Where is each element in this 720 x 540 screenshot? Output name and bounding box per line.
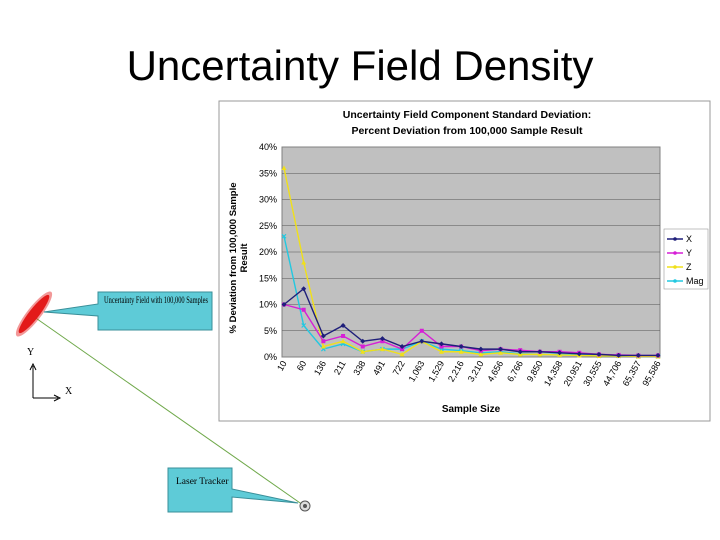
chart-title-line-1: Uncertainty Field Component Standard Dev…	[343, 109, 592, 121]
data-point	[281, 165, 287, 170]
data-point	[635, 352, 641, 358]
axis-x-label: X	[65, 386, 73, 397]
data-point	[360, 344, 365, 349]
data-point	[438, 341, 444, 347]
data-point	[438, 349, 444, 354]
series-line	[283, 287, 658, 357]
legend-label: X	[686, 234, 692, 244]
data-point	[340, 338, 346, 344]
y-tick-label: 15%	[259, 273, 277, 283]
legend-marker	[673, 279, 677, 283]
data-point	[320, 344, 326, 349]
data-point	[498, 346, 504, 352]
axis-indicator	[29, 362, 62, 402]
legend-item-z: Z	[667, 262, 692, 272]
y-tick-label: 10%	[259, 300, 277, 310]
y-tick-label: 35%	[259, 168, 277, 178]
data-point	[419, 328, 424, 333]
data-point	[341, 334, 346, 338]
slide-title: Uncertainty Field Density	[126, 42, 594, 89]
y-tick-label: 0%	[264, 352, 277, 362]
legend-item-x: X	[667, 234, 692, 244]
y-tick-label: 20%	[259, 247, 277, 257]
y-tick-label: 5%	[264, 326, 277, 336]
legend-item-y: Y	[667, 248, 692, 258]
callout-uncertainty-field: Uncertainty Field with 100,000 Samples	[43, 291, 213, 331]
data-point	[360, 349, 366, 354]
uncertainty-field-cloud	[15, 291, 53, 337]
y-tick-label: 40%	[259, 142, 277, 152]
data-point	[301, 323, 307, 328]
y-axis-title-line-2: Result	[239, 243, 250, 273]
data-point	[616, 352, 622, 358]
data-point	[340, 323, 346, 328]
axis-y-label: Y	[27, 347, 34, 358]
chart-legend: XYZ Mag	[663, 228, 709, 290]
data-point	[301, 286, 307, 292]
series-x	[281, 286, 661, 358]
data-point	[537, 349, 543, 355]
data-point	[655, 352, 661, 358]
x-axis-title: Sample Size	[442, 404, 501, 415]
series-line	[283, 167, 658, 358]
legend-marker	[673, 237, 677, 241]
data-point	[320, 333, 326, 339]
data-point	[379, 336, 385, 342]
y-axis-title-line-1: % Deviation from 100,000 Sample	[228, 182, 239, 333]
data-point	[281, 233, 287, 239]
data-point	[517, 349, 523, 355]
svg-text:Uncertainty Field with 100,000: Uncertainty Field with 100,000 Samples	[104, 296, 208, 306]
legend-item-mag: Mag	[667, 276, 704, 286]
data-point	[596, 351, 602, 357]
data-point	[360, 338, 366, 344]
x-tick-label: 60	[295, 359, 309, 373]
legend-marker	[673, 265, 677, 269]
legend-marker	[673, 251, 677, 255]
data-point	[419, 338, 425, 344]
data-point	[301, 260, 307, 265]
data-point	[576, 351, 582, 357]
data-point	[380, 339, 385, 344]
callout-laser-tracker: Laser Tracker	[167, 467, 299, 513]
line-of-sight	[29, 313, 304, 506]
data-point	[478, 346, 484, 352]
data-point	[458, 349, 464, 354]
legend-label: Z	[686, 262, 692, 272]
data-point	[399, 344, 405, 349]
y-tick-label: 25%	[259, 221, 277, 231]
data-point	[301, 307, 306, 312]
laser-tracker-icon	[299, 500, 311, 512]
legend-label: Mag	[686, 276, 704, 286]
data-point	[557, 350, 563, 356]
data-point	[321, 339, 326, 344]
callout-field-line-1: Uncertainty Field with 100,000 Samples	[104, 296, 208, 306]
y-tick-label: 30%	[259, 195, 277, 205]
data-point	[399, 351, 405, 357]
callout-tracker-text: Laser Tracker	[176, 477, 229, 487]
data-point	[281, 302, 287, 307]
data-point	[498, 350, 504, 355]
data-point	[478, 351, 484, 357]
data-point	[439, 344, 444, 349]
data-point	[400, 347, 405, 352]
data-point	[458, 344, 464, 349]
legend-label: Y	[686, 248, 692, 258]
chart-title-line-2: Percent Deviation from 100,000 Sample Re…	[351, 125, 583, 137]
data-point	[379, 346, 385, 352]
x-tick-label: 10	[275, 359, 289, 373]
